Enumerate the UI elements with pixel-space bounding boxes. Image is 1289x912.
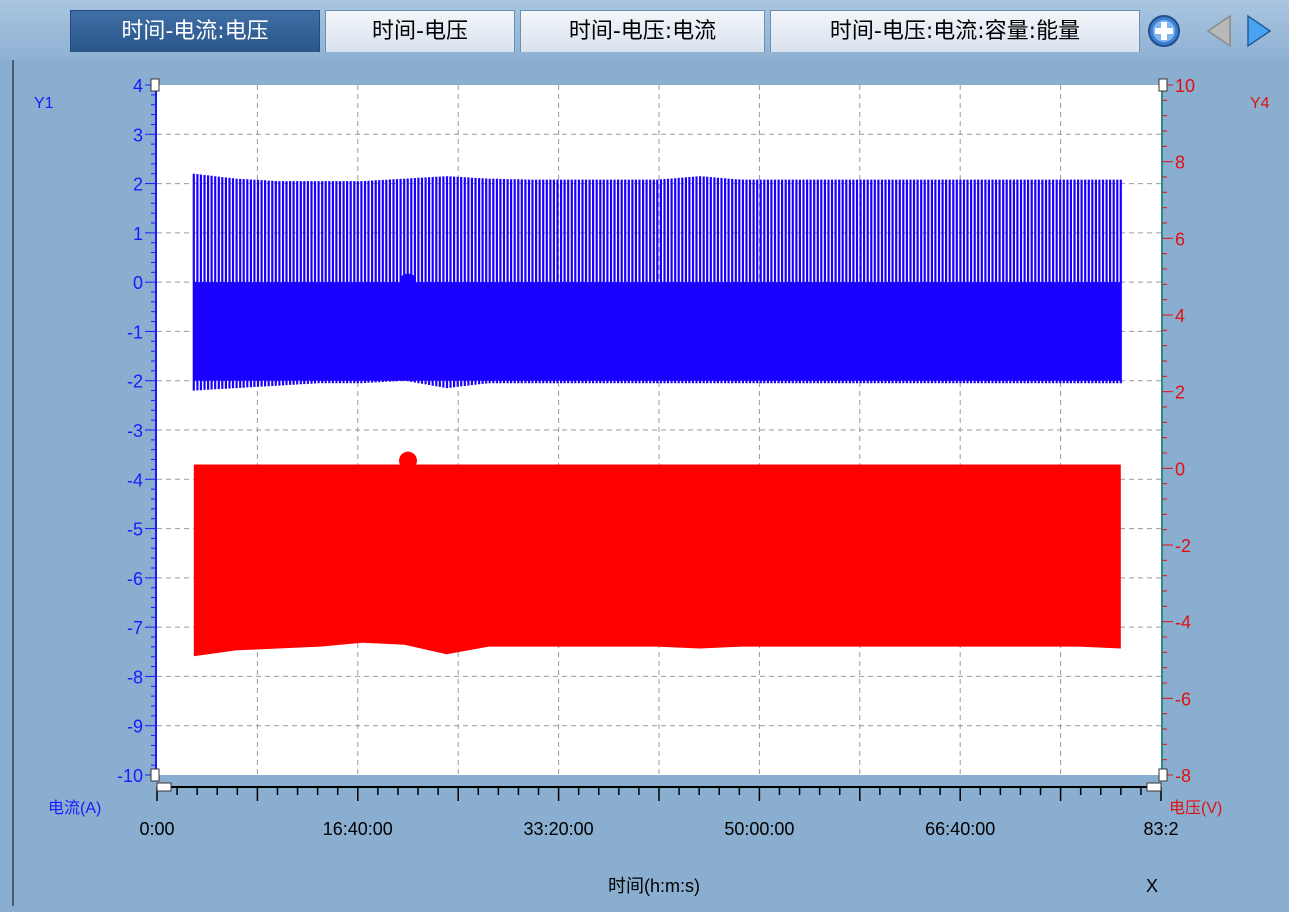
right-axis-tick-label: 0 [1175, 459, 1185, 479]
axis-range-handle[interactable] [150, 768, 160, 782]
arrow-left-icon[interactable] [1202, 13, 1238, 49]
tab-time-voltage-current-capacity-energy[interactable]: 时间-电压:电流:容量:能量 [770, 10, 1140, 52]
left-axis-tick-label: -2 [127, 372, 143, 392]
series-current-hump [400, 273, 416, 286]
right-axis-tick-label: -4 [1175, 613, 1191, 633]
x-range-handle[interactable] [156, 782, 172, 792]
left-axis-tick-label: -7 [127, 618, 143, 638]
tab-time-voltage[interactable]: 时间-电压 [325, 10, 515, 52]
left-axis-tick-label: -8 [127, 667, 143, 687]
right-axis-name: Y4 [1250, 95, 1270, 112]
chart-frame: -10 -9 -8 -7 -6 -5 -4 -3 -2 -1 0 1 2 3 4 -8 -6 -4 -2 0 2 4 6 8 1… [12, 60, 1284, 906]
tab-time-current-voltage[interactable]: 时间-电流:电压 [70, 10, 320, 52]
tab-bar: 时间-电流:电压 时间-电压 时间-电压:电流 时间-电压:电流:容量:能量 [0, 0, 1289, 60]
tab-time-voltage-current[interactable]: 时间-电压:电流 [520, 10, 765, 52]
series-current-core [193, 282, 1121, 381]
left-axis-tick-label: -1 [127, 322, 143, 342]
right-axis-tick-label: 4 [1175, 306, 1185, 326]
left-axis-tick-label: 3 [133, 125, 143, 145]
series-current [192, 173, 1122, 391]
x-axis-tick-label: 16:40:00 [323, 819, 393, 839]
left-axis-tick-label: 1 [133, 224, 143, 244]
right-axis-tick-label: 10 [1175, 76, 1195, 96]
axis-range-handle[interactable] [150, 78, 160, 92]
left-axis-name: Y1 [34, 95, 54, 112]
right-axis-tick-label: -2 [1175, 536, 1191, 556]
left-axis-tick-label: -4 [127, 470, 143, 490]
x-axis-label: 时间(h:m:s) [608, 876, 700, 896]
left-axis-tick-label: -6 [127, 569, 143, 589]
x-axis-tick-label: 66:40:00 [925, 819, 995, 839]
left-axis-tick-label: 2 [133, 175, 143, 195]
x-axis-name: X [1146, 876, 1158, 896]
left-axis-tick-label: 4 [133, 76, 143, 96]
left-axis-tick-label: -9 [127, 717, 143, 737]
left-axis-tick-label: 0 [133, 273, 143, 293]
axis-range-handle[interactable] [1158, 78, 1168, 92]
left-axis-label: 电流(A) [48, 799, 101, 817]
x-axis-tick-label: 33:20:00 [524, 819, 594, 839]
add-icon[interactable] [1146, 13, 1182, 49]
x-axis-tick-label: 0:00 [139, 819, 174, 839]
axis-range-handle[interactable] [1158, 768, 1168, 782]
left-axis-tick-label: -10 [117, 766, 143, 786]
x-axis-tick-label: 83:2 [1143, 819, 1178, 839]
right-axis-tick-label: 2 [1175, 383, 1185, 403]
arrow-right-icon[interactable] [1240, 13, 1276, 49]
series-voltage-band [193, 464, 1121, 657]
right-axis-label: 电压(V) [1169, 799, 1222, 817]
left-axis-tick-label: -3 [127, 421, 143, 441]
chart-canvas[interactable]: -10-9-8-7-6-5-4-3-2-101234-8-6-4-2024681… [14, 60, 1284, 906]
data-marker[interactable] [399, 451, 417, 470]
left-axis-tick-label: -5 [127, 520, 143, 540]
right-axis-tick-label: 6 [1175, 229, 1185, 249]
x-range-handle[interactable] [1146, 782, 1162, 792]
right-axis-tick-label: 8 [1175, 153, 1185, 173]
right-axis-tick-label: -6 [1175, 689, 1191, 709]
x-axis-tick-label: 50:00:00 [724, 819, 794, 839]
right-axis-tick-label: -8 [1175, 766, 1191, 786]
